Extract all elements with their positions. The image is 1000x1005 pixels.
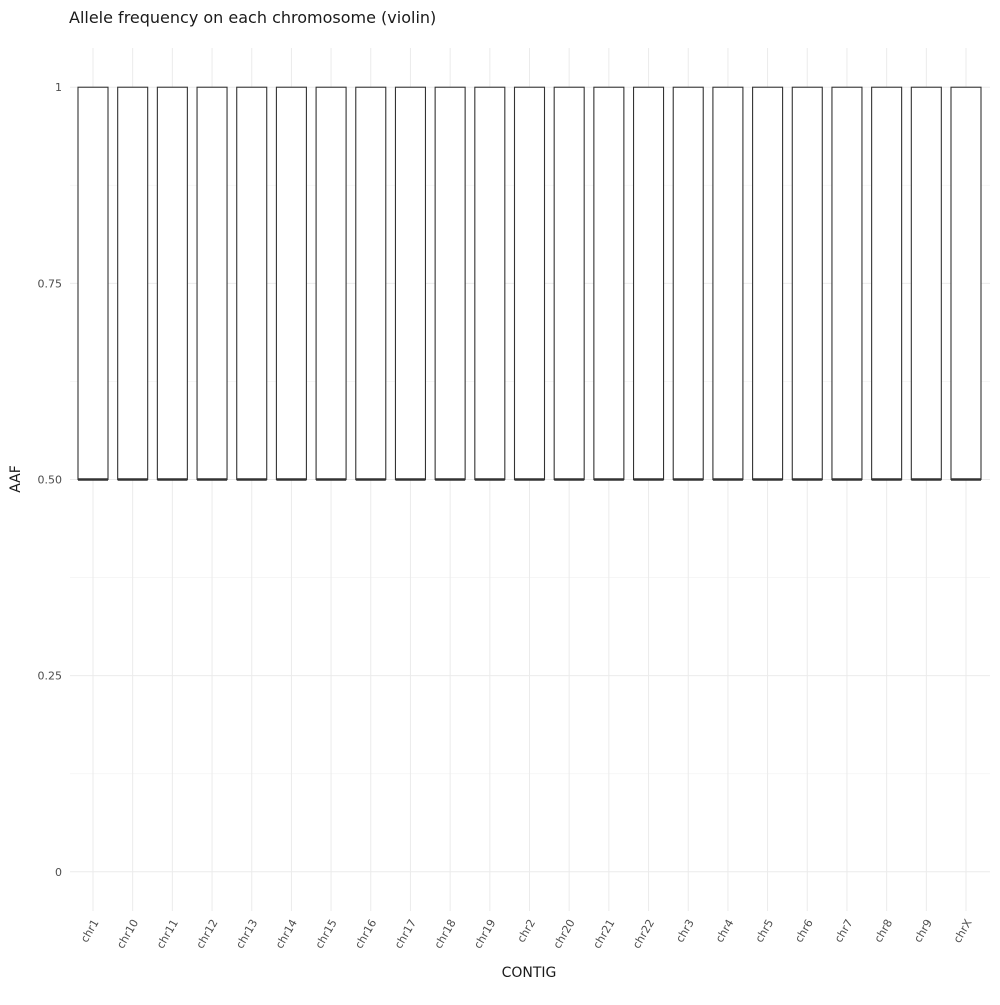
violin [315,86,347,481]
x-tick-label: chr11 [154,917,181,951]
violin-body [632,86,665,481]
violin-body [196,86,228,481]
violin-body [394,86,427,481]
x-tick-label: chr4 [713,917,737,945]
violin-body [672,86,704,481]
y-tick-label: 0.75 [38,277,63,290]
x-tick-label: chr10 [114,917,141,951]
violin-body [156,86,188,481]
x-tick-label: chr7 [832,917,856,945]
x-tick-label: chr19 [471,917,498,951]
violin-body [355,86,387,481]
violin-body [752,86,784,481]
violin-body [910,86,942,481]
violin-body [513,86,546,481]
x-tick-label: chr9 [911,917,935,945]
x-tick-label: chr12 [194,917,221,951]
x-tick-label: chr1 [78,917,102,945]
x-axis-title: CONTIG [502,965,557,981]
x-tick-label: chr20 [551,917,578,951]
violin-body [871,86,903,481]
violin [593,86,625,481]
violin [275,86,307,481]
violin-body [117,86,149,481]
violin [117,86,149,481]
x-tick-label: chr21 [590,917,617,951]
x-tick-label: chr18 [432,917,459,951]
x-tick-label: chr2 [515,917,539,945]
y-tick-label: 0.25 [38,670,63,683]
marks-layer [77,86,982,481]
violin [196,86,228,481]
y-axis-title: AAF [8,465,24,493]
violin [910,86,942,481]
violin-body [712,86,744,481]
x-axis-ticks: chr1 chr10 chr11 chr12 chr13 chr14 chr15 chr16 c… [78,917,975,951]
violin [791,86,823,481]
violin-body [434,86,466,481]
violin-body [474,86,506,481]
violin [434,86,466,481]
violin-body [791,86,823,481]
violin [236,86,268,481]
x-tick-label: chr14 [273,917,300,951]
x-tick-label: chr17 [392,917,419,951]
x-tick-label: chr3 [673,917,697,945]
violin-body [275,86,307,481]
violin-body [950,86,982,481]
violin [513,86,546,481]
y-tick-label: 0 [55,866,62,879]
violin [712,86,744,481]
x-tick-label: chr6 [792,917,816,945]
violin [752,86,784,481]
x-tick-label: chr13 [233,917,260,951]
x-tick-label: chr8 [872,917,896,945]
violin [77,86,109,481]
x-tick-label: chr5 [753,917,777,945]
violin [950,86,982,481]
violin-body [315,86,347,481]
violin [831,86,863,481]
violin [474,86,506,481]
violin-body [593,86,625,481]
y-axis-ticks: 0 0.25 0.50 0.75 1 [38,81,63,879]
x-tick-label: chr22 [630,917,657,951]
violin-body [77,86,109,481]
violin-body [236,86,268,481]
violin [553,86,585,481]
violin-body [553,86,585,481]
violin-body [831,86,863,481]
violin [632,86,665,481]
y-tick-label: 1 [55,81,62,94]
violin [355,86,387,481]
x-tick-label: chr15 [313,917,340,951]
violin [871,86,903,481]
chart-title: Allele frequency on each chromosome (vio… [69,8,436,27]
y-tick-label: 0.50 [38,474,63,487]
x-tick-label: chrX [951,917,975,946]
x-tick-label: chr16 [352,917,379,951]
violin [156,86,188,481]
violin [672,86,704,481]
violin [394,86,427,481]
